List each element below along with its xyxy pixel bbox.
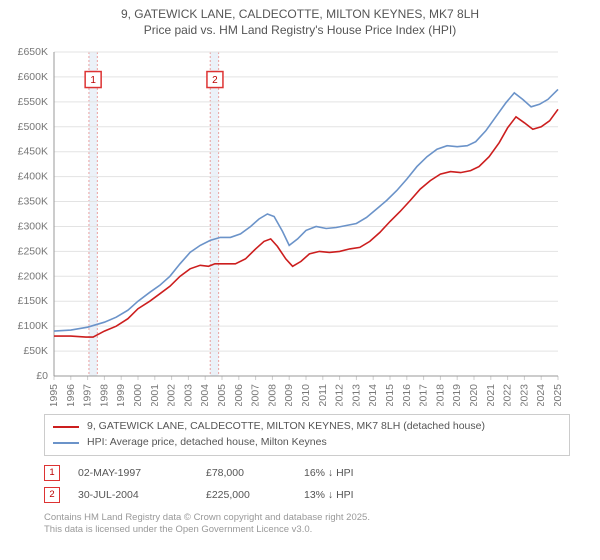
svg-text:£50K: £50K <box>23 345 48 357</box>
svg-text:1997: 1997 <box>82 384 94 406</box>
svg-text:£600K: £600K <box>18 71 48 83</box>
svg-text:2003: 2003 <box>182 384 194 406</box>
svg-text:£350K: £350K <box>18 196 48 208</box>
title-subtitle: Price paid vs. HM Land Registry's House … <box>10 22 590 38</box>
svg-text:£400K: £400K <box>18 171 48 183</box>
svg-text:1995: 1995 <box>48 384 60 406</box>
title-address: 9, GATEWICK LANE, CALDECOTTE, MILTON KEY… <box>10 6 590 22</box>
attribution: Contains HM Land Registry data © Crown c… <box>44 512 570 537</box>
sale-row: 1 02-MAY-1997 £78,000 16% ↓ HPI <box>44 462 570 484</box>
svg-text:2011: 2011 <box>317 384 329 406</box>
svg-text:2015: 2015 <box>384 384 396 406</box>
sale-price: £225,000 <box>206 489 286 501</box>
line-chart-svg: £0 £50K £100K £150K £200K £250K £300K £350K £400… <box>6 46 566 406</box>
legend-item-hpi: HPI: Average price, detached house, Milt… <box>53 435 561 451</box>
sale-hpi-delta: 13% ↓ HPI <box>304 489 394 501</box>
svg-text:2006: 2006 <box>233 384 245 406</box>
svg-text:1998: 1998 <box>98 384 110 406</box>
legend: 9, GATEWICK LANE, CALDECOTTE, MILTON KEY… <box>44 414 570 456</box>
sale-date: 30-JUL-2004 <box>78 489 188 501</box>
sales-table: 1 02-MAY-1997 £78,000 16% ↓ HPI 2 30-JUL… <box>44 462 570 506</box>
svg-text:£300K: £300K <box>18 221 48 233</box>
chart-container: 9, GATEWICK LANE, CALDECOTTE, MILTON KEY… <box>0 0 600 537</box>
sale-date: 02-MAY-1997 <box>78 467 188 479</box>
svg-text:£500K: £500K <box>18 121 48 133</box>
svg-text:2002: 2002 <box>166 384 178 406</box>
svg-text:2025: 2025 <box>552 384 564 406</box>
svg-text:2001: 2001 <box>149 384 161 406</box>
svg-text:2017: 2017 <box>418 384 430 406</box>
svg-text:2019: 2019 <box>451 384 463 406</box>
svg-text:2014: 2014 <box>367 384 379 406</box>
attribution-line: Contains HM Land Registry data © Crown c… <box>44 512 570 524</box>
svg-text:£200K: £200K <box>18 271 48 283</box>
svg-text:2004: 2004 <box>199 384 211 406</box>
svg-text:£250K: £250K <box>18 246 48 258</box>
svg-text:£550K: £550K <box>18 96 48 108</box>
svg-text:2007: 2007 <box>250 384 262 406</box>
svg-text:2022: 2022 <box>502 384 514 406</box>
attribution-line: This data is licensed under the Open Gov… <box>44 524 570 536</box>
chart-plot-area: £0 £50K £100K £150K £200K £250K £300K £350K £400… <box>0 42 600 406</box>
legend-item-price-paid: 9, GATEWICK LANE, CALDECOTTE, MILTON KEY… <box>53 419 561 435</box>
svg-text:2012: 2012 <box>334 384 346 406</box>
svg-text:£150K: £150K <box>18 296 48 308</box>
legend-label: HPI: Average price, detached house, Milt… <box>87 435 327 451</box>
svg-text:£100K: £100K <box>18 321 48 333</box>
svg-text:2: 2 <box>212 76 218 87</box>
svg-text:2000: 2000 <box>132 384 144 406</box>
svg-text:1: 1 <box>90 76 96 87</box>
svg-text:2008: 2008 <box>266 384 278 406</box>
svg-text:2005: 2005 <box>216 384 228 406</box>
legend-label: 9, GATEWICK LANE, CALDECOTTE, MILTON KEY… <box>87 419 485 435</box>
legend-swatch <box>53 442 79 444</box>
sale-hpi-delta: 16% ↓ HPI <box>304 467 394 479</box>
svg-text:1996: 1996 <box>65 384 77 406</box>
svg-text:£450K: £450K <box>18 146 48 158</box>
svg-text:2018: 2018 <box>434 384 446 406</box>
svg-text:2016: 2016 <box>401 384 413 406</box>
svg-text:2009: 2009 <box>283 384 295 406</box>
svg-text:£0: £0 <box>36 370 48 382</box>
sale-row: 2 30-JUL-2004 £225,000 13% ↓ HPI <box>44 484 570 506</box>
svg-text:2013: 2013 <box>350 384 362 406</box>
svg-text:2010: 2010 <box>300 384 312 406</box>
legend-swatch <box>53 426 79 428</box>
svg-text:2024: 2024 <box>535 384 547 406</box>
svg-text:1999: 1999 <box>115 384 127 406</box>
svg-text:£650K: £650K <box>18 46 48 58</box>
sale-marker-icon: 1 <box>44 465 60 481</box>
svg-text:2023: 2023 <box>518 384 530 406</box>
sale-price: £78,000 <box>206 467 286 479</box>
svg-text:2021: 2021 <box>485 384 497 406</box>
svg-text:2020: 2020 <box>468 384 480 406</box>
chart-title: 9, GATEWICK LANE, CALDECOTTE, MILTON KEY… <box>0 0 600 42</box>
sale-marker-icon: 2 <box>44 487 60 503</box>
